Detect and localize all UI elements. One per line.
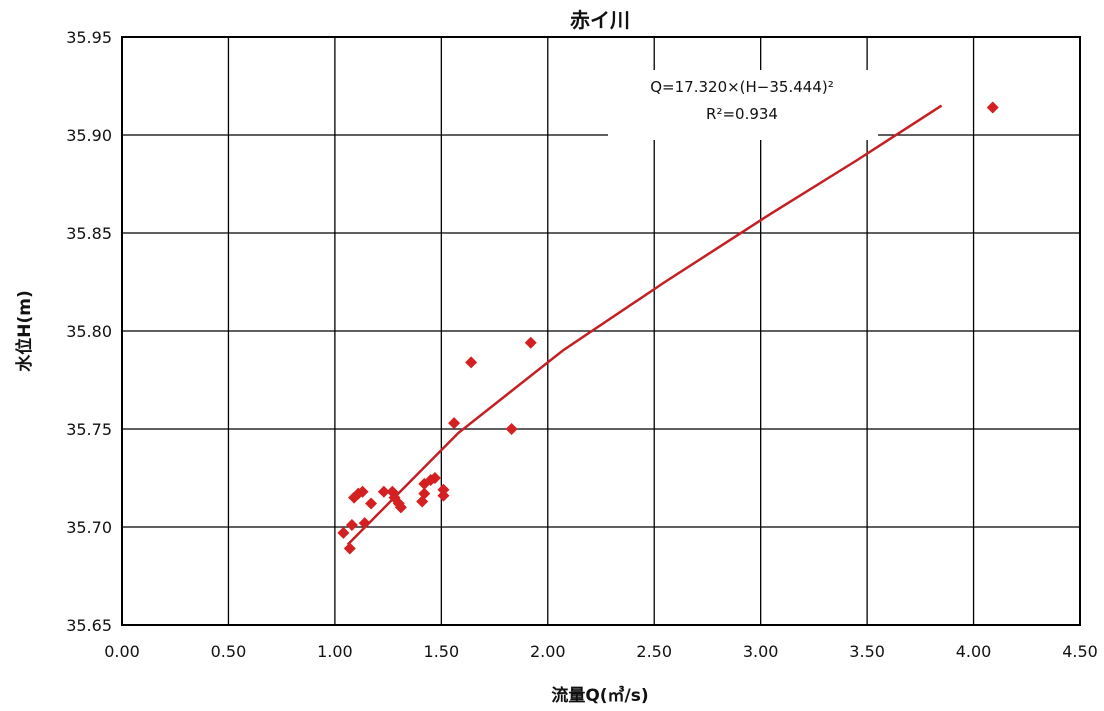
data-point [428, 472, 441, 484]
x-tick-label: 2.50 [636, 642, 672, 661]
x-tick-label: 3.50 [849, 642, 885, 661]
x-tick-label: 0.00 [104, 642, 140, 661]
trend-line [346, 104, 943, 546]
y-axis-label: 水位H(m) [14, 290, 35, 371]
data-point [337, 526, 350, 539]
data-point [394, 501, 407, 514]
data-point [986, 101, 999, 114]
data-point [356, 485, 369, 498]
x-tick-label: 3.00 [743, 642, 779, 661]
x-tick-labels: 0.00 0.50 1.00 1.50 2.00 2.50 3.00 3.50 4.00 4.50 [104, 642, 1098, 661]
y-tick-labels: 35.65 35.70 35.75 35.80 35.85 35.90 35.95 [66, 28, 112, 635]
data-points [337, 101, 999, 555]
data-point [343, 542, 356, 555]
data-point [377, 485, 390, 498]
data-point [465, 356, 478, 369]
y-tick-label: 35.70 [66, 518, 112, 537]
plot-area [121, 36, 1081, 626]
x-tick-label: 2.00 [530, 642, 566, 661]
data-point [524, 336, 537, 349]
data-point [437, 483, 450, 496]
y-tick-label: 35.85 [66, 224, 112, 243]
chart-title: 赤イ川 [570, 8, 630, 32]
y-tick-label: 35.80 [66, 322, 112, 341]
data-point [358, 517, 371, 530]
data-point [505, 423, 518, 435]
trend-line-group [346, 104, 943, 546]
data-point [365, 497, 378, 510]
y-tick-label: 35.65 [66, 616, 112, 635]
x-tick-label: 1.00 [317, 642, 353, 661]
x-tick-label: 4.00 [956, 642, 992, 661]
y-tick-label: 35.95 [66, 28, 112, 47]
x-tick-label: 1.50 [424, 642, 460, 661]
data-point [345, 519, 358, 532]
data-point [418, 487, 431, 500]
r-squared-label: R²=0.934 [706, 105, 778, 123]
y-tick-label: 35.75 [66, 420, 112, 439]
x-tick-label: 0.50 [211, 642, 247, 661]
equation-label: Q=17.320×(H−35.444)² [650, 78, 833, 96]
data-point [448, 417, 461, 430]
equation-box [608, 70, 878, 140]
y-tick-label: 35.90 [66, 126, 112, 145]
grid [121, 36, 1081, 626]
x-axis-label: 流量Q(㎥/s) [551, 685, 648, 706]
x-tick-label: 4.50 [1062, 642, 1098, 661]
